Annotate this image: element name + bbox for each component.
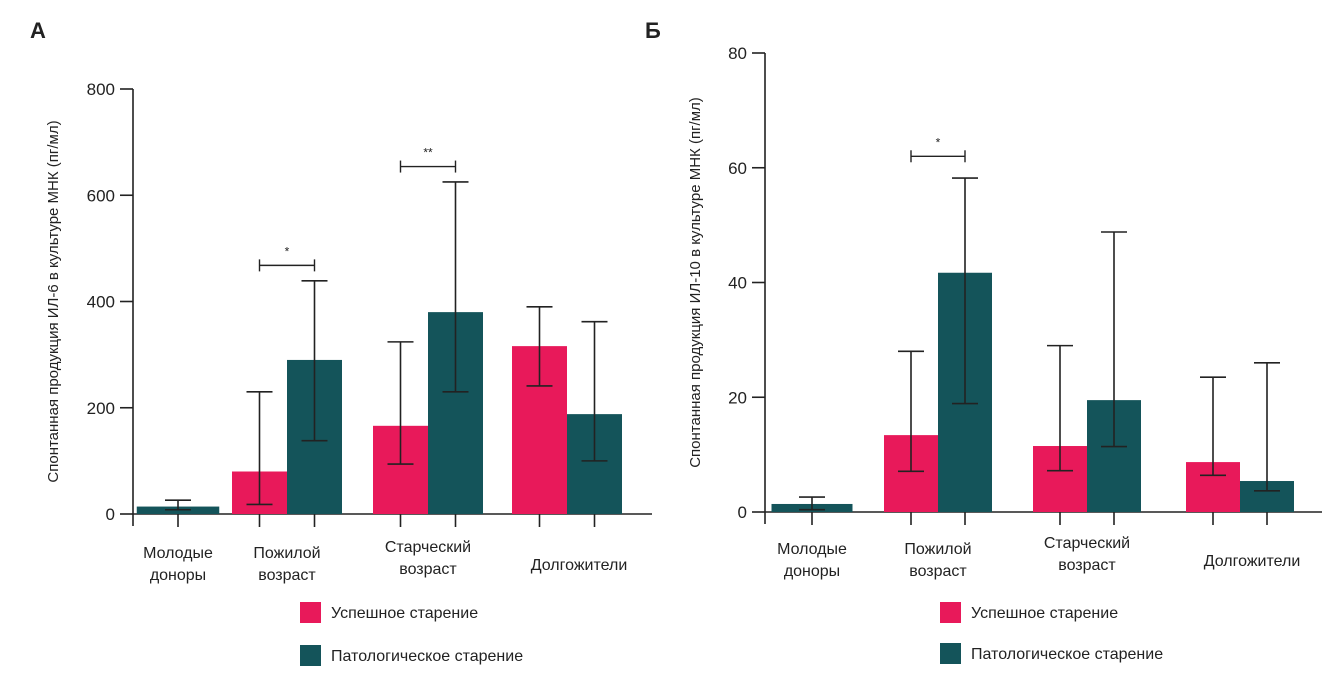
- x-tick-label: возраст: [258, 567, 316, 584]
- y-axis-label: Спонтанная продукция ИЛ-10 в культуре МН…: [687, 97, 704, 468]
- x-tick-label: возраст: [1058, 557, 1116, 574]
- panel-label: А: [30, 18, 46, 43]
- chart-panel-2: Б 0 20 40 60 80 Спонтанная продукция ИЛ-10 в к…: [645, 18, 1322, 664]
- significance-label: **: [423, 146, 433, 160]
- legend-swatch: [300, 645, 321, 666]
- legend-label: Патологическое старение: [971, 646, 1163, 663]
- y-tick-label: 20: [728, 388, 747, 407]
- y-tick-label: 40: [728, 274, 747, 293]
- x-tick-label: Молодые: [777, 541, 847, 558]
- y-tick-label: 0: [738, 503, 747, 522]
- chart-panel-1: А 0 200 400 600 800 Спонтанная продукция ИЛ-6 …: [30, 18, 652, 666]
- x-tick-label: доноры: [150, 567, 206, 584]
- y-tick-label: 400: [87, 293, 115, 312]
- x-tick-label: возраст: [909, 563, 967, 580]
- legend-label: Успешное старение: [971, 605, 1118, 622]
- legend-swatch: [940, 643, 961, 664]
- significance-label: *: [936, 135, 941, 149]
- x-tick-label: Старческий: [385, 539, 471, 556]
- legend-label: Успешное старение: [331, 605, 478, 622]
- significance-label: *: [285, 244, 290, 258]
- x-tick-label: Молодые: [143, 545, 213, 562]
- x-tick-label: Пожилой: [904, 541, 971, 558]
- legend-label: Патологическое старение: [331, 648, 523, 665]
- y-tick-label: 800: [87, 80, 115, 99]
- y-tick-label: 60: [728, 159, 747, 178]
- y-tick-label: 200: [87, 399, 115, 418]
- legend-swatch: [300, 602, 321, 623]
- y-tick-label: 600: [87, 186, 115, 205]
- x-tick-label: возраст: [399, 561, 457, 578]
- panel-label: Б: [645, 18, 661, 43]
- x-tick-label: Старческий: [1044, 535, 1130, 552]
- y-axis-label: Спонтанная продукция ИЛ-6 в культуре МНК…: [45, 120, 62, 482]
- x-tick-label: Долгожители: [1204, 553, 1301, 570]
- x-tick-label: Пожилой: [253, 545, 320, 562]
- y-tick-label: 80: [728, 44, 747, 63]
- x-tick-label: доноры: [784, 563, 840, 580]
- x-tick-label: Долгожители: [531, 557, 628, 574]
- y-tick-label: 0: [106, 505, 115, 524]
- legend-swatch: [940, 602, 961, 623]
